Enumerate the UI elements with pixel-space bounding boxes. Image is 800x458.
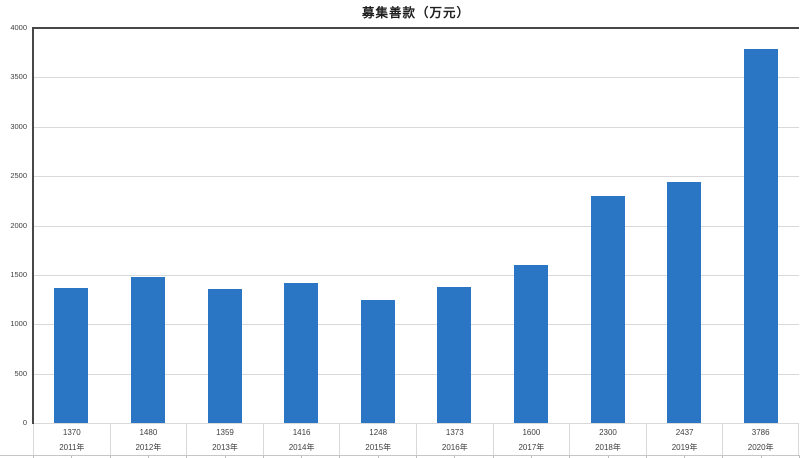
y-axis-tick-label: 500 bbox=[14, 368, 27, 378]
bottom-row-tick bbox=[645, 456, 647, 458]
bar bbox=[743, 49, 778, 423]
gridline bbox=[34, 324, 799, 326]
bottom-row-tick bbox=[109, 456, 111, 458]
category-cell: 3786 2020年 bbox=[722, 424, 799, 455]
category-year-label: 2015年 bbox=[365, 443, 392, 452]
y-axis-tick-label: 0 bbox=[22, 418, 27, 427]
bottom-row-tick bbox=[339, 456, 341, 458]
category-value-label: 1373 bbox=[445, 428, 464, 437]
category-cell: 1480 2012年 bbox=[109, 424, 187, 455]
category-value-label: 2437 bbox=[675, 428, 694, 437]
category-value-label: 1480 bbox=[139, 428, 158, 437]
category-year-label: 2013年 bbox=[212, 443, 238, 452]
category-value-label: 1370 bbox=[62, 428, 81, 437]
y-axis-line bbox=[32, 27, 34, 424]
category-year-label: 2020年 bbox=[747, 443, 774, 452]
bottom-row-tick bbox=[71, 456, 73, 458]
bottom-row-tick bbox=[416, 456, 417, 458]
bottom-row-tick bbox=[262, 456, 264, 458]
bottom-row-tick bbox=[186, 456, 188, 458]
bottom-row-tick bbox=[454, 456, 456, 458]
category-cell: 1600 2017年 bbox=[492, 424, 570, 455]
gridline bbox=[34, 77, 799, 79]
category-year-label: 2017年 bbox=[518, 443, 545, 452]
category-cell: 2300 2018年 bbox=[569, 424, 646, 455]
bottom-row-tick bbox=[684, 456, 686, 458]
bar bbox=[590, 195, 625, 423]
category-cell: 1370 2011年 bbox=[33, 424, 110, 455]
chart-title: 募集善款（万元） bbox=[361, 6, 470, 20]
bar bbox=[513, 265, 548, 423]
bottom-row-tick bbox=[377, 456, 379, 458]
bar bbox=[284, 283, 319, 423]
gridline bbox=[34, 423, 799, 424]
y-axis-tick-label: 3500 bbox=[10, 72, 27, 82]
bottom-row-tick bbox=[722, 456, 724, 458]
bottom-row-tick bbox=[224, 456, 226, 458]
category-value-label: 1600 bbox=[522, 428, 541, 437]
y-axis-tick-label: 1500 bbox=[10, 269, 27, 279]
category-year-label: 2018年 bbox=[595, 443, 621, 452]
bottom-row-tick bbox=[569, 456, 571, 458]
gridline bbox=[34, 373, 799, 375]
bottom-row-tick bbox=[530, 456, 532, 458]
bar bbox=[207, 288, 242, 423]
category-cell: 1248 2015年 bbox=[339, 424, 416, 455]
bar bbox=[130, 276, 165, 423]
gridline bbox=[34, 225, 799, 227]
category-year-label: 2012年 bbox=[135, 443, 162, 452]
category-value-label: 1416 bbox=[292, 428, 311, 437]
y-axis-tick-label: 4000 bbox=[10, 23, 27, 32]
category-cell: 2437 2019年 bbox=[645, 424, 723, 455]
bottom-row-tick bbox=[301, 456, 303, 458]
bar bbox=[667, 182, 702, 423]
bottom-row-tick bbox=[607, 456, 609, 458]
plot-top-border bbox=[32, 27, 799, 29]
bottom-row-border bbox=[0, 455, 800, 456]
category-cell: 1359 2013年 bbox=[186, 424, 263, 455]
category-value-label: 2300 bbox=[599, 428, 617, 437]
bar bbox=[360, 299, 395, 423]
gridline bbox=[34, 176, 799, 178]
category-year-label: 2019年 bbox=[671, 443, 698, 452]
bottom-row-tick bbox=[147, 456, 149, 458]
gridline bbox=[34, 126, 799, 128]
y-axis-tick-label: 2000 bbox=[10, 220, 27, 230]
bar bbox=[437, 287, 472, 423]
category-cell: 1373 2016年 bbox=[416, 424, 493, 455]
y-axis-tick-label: 3000 bbox=[10, 121, 27, 131]
bottom-row-tick bbox=[33, 456, 34, 458]
category-value-label: 1359 bbox=[216, 428, 234, 437]
bottom-row-tick bbox=[760, 456, 762, 458]
bar bbox=[54, 287, 89, 423]
category-value-label: 3786 bbox=[751, 428, 770, 437]
category-year-label: 2016年 bbox=[441, 443, 468, 452]
category-value-label: 1248 bbox=[369, 428, 388, 437]
category-cell: 1416 2014年 bbox=[262, 424, 340, 455]
category-year-label: 2014年 bbox=[288, 443, 315, 452]
bottom-row-tick bbox=[492, 456, 494, 458]
y-axis-tick-label: 1000 bbox=[10, 319, 27, 329]
category-year-label: 2011年 bbox=[59, 443, 85, 452]
gridline bbox=[34, 274, 799, 276]
y-axis-tick-label: 2500 bbox=[10, 171, 27, 181]
